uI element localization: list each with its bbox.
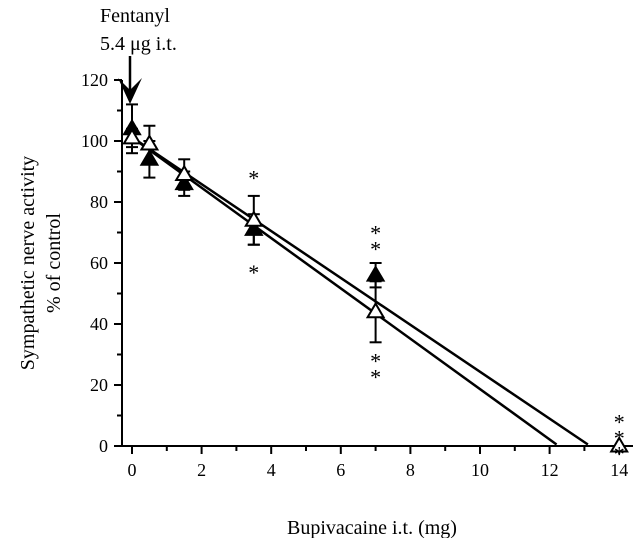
x-tick-label: 12: [541, 460, 559, 480]
fit-line: [127, 133, 589, 446]
annotation-dose: 5.4 μg i.t.: [100, 33, 177, 55]
y-tick-label: 80: [90, 192, 108, 212]
y-axis-label-line2: % of control: [43, 213, 65, 313]
y-tick-label: 20: [90, 375, 108, 395]
asterisk: *: [370, 221, 381, 246]
y-axis-label-line1: Sympathetic nerve activity: [17, 156, 39, 370]
fit-line: [127, 133, 558, 446]
x-tick-label: 0: [128, 460, 137, 480]
annotation-arrow-head: [118, 78, 142, 104]
significance-marker: **: [370, 349, 381, 390]
data-point-open-triangle: [244, 210, 264, 227]
y-tick-label: 100: [81, 131, 108, 151]
fit-lines: [127, 133, 589, 446]
data-point-filled-triangle: [365, 265, 386, 282]
x-tick-label: 10: [471, 460, 489, 480]
x-axis-label: Bupivacaine i.t. (mg): [287, 517, 457, 538]
data-point-open-triangle: [122, 127, 142, 145]
significance-marker: **: [370, 221, 381, 262]
axes: 0 20 40 60 80 100 120 0 2 4 6 8 10 12 14: [81, 70, 633, 480]
asterisk: *: [370, 365, 381, 390]
labels: Bupivacaine i.t. (mg) Sympathetic nerve …: [17, 5, 457, 538]
asterisk: *: [614, 442, 625, 467]
significance-marker: *: [248, 166, 259, 191]
data-marks: *********: [118, 56, 629, 467]
data-point-open-triangle: [609, 435, 629, 453]
y-axis-label: Sympathetic nerve activity % of control: [17, 156, 65, 370]
asterisk: *: [248, 166, 259, 191]
y-tick-label: 0: [99, 436, 108, 456]
x-tick-label: 14: [610, 460, 628, 480]
data-point-open-triangle: [174, 164, 194, 181]
y-tick-label: 40: [90, 314, 108, 334]
asterisk: *: [370, 237, 381, 262]
x-tick-label: 8: [406, 460, 415, 480]
data-point-open-triangle: [365, 301, 386, 319]
data-point-open-triangle: [139, 133, 160, 151]
significance-marker: ***: [614, 410, 625, 467]
y-tick-label: 120: [81, 70, 108, 90]
annotation-drug: Fentanyl: [100, 5, 170, 27]
x-tick-label: 2: [197, 460, 206, 480]
significance-marker: *: [248, 260, 259, 285]
asterisk: *: [614, 410, 625, 435]
asterisk: *: [614, 426, 625, 451]
x-tick-label: 4: [267, 460, 276, 480]
asterisk: *: [248, 260, 259, 285]
asterisk: *: [370, 349, 381, 374]
y-tick-label: 60: [90, 253, 108, 273]
x-tick-label: 6: [336, 460, 345, 480]
